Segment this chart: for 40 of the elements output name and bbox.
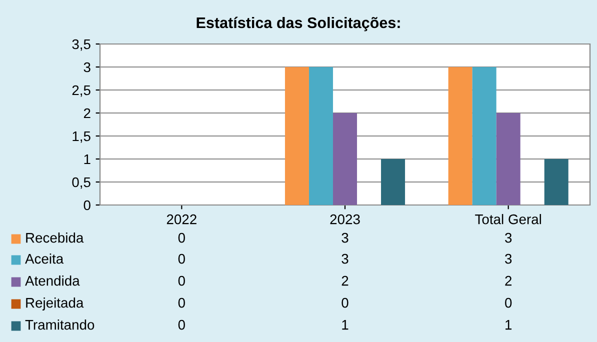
data-label: 0 [178, 298, 185, 308]
legend-label: Tramitando [25, 320, 94, 330]
data-label: 3 [505, 254, 512, 264]
data-label: 0 [178, 320, 185, 330]
data-label: 3 [505, 232, 512, 243]
bar [544, 159, 568, 205]
data-label: 0 [342, 298, 348, 308]
bar [448, 67, 472, 205]
x-tick-label: 2022 [166, 214, 196, 224]
y-tick-label: 0,5 [72, 177, 90, 189]
bar [332, 113, 358, 205]
bar [381, 159, 406, 205]
data-label: 0 [178, 232, 185, 243]
x-tick-label: 2023 [330, 214, 360, 224]
bar [472, 67, 496, 205]
y-tick-label: 1 [84, 154, 90, 164]
y-tick-label: 2,5 [72, 85, 90, 97]
x-tick-label: Total Geral [475, 214, 541, 224]
data-label: 3 [342, 254, 348, 264]
data-label: 1 [342, 320, 348, 330]
data-label: 2 [505, 276, 512, 286]
legend-label: Rejeitada [26, 298, 84, 310]
y-tick-label: 3,5 [72, 39, 90, 51]
y-tick-label: 2 [84, 108, 90, 118]
data-label: 2 [342, 276, 348, 286]
legend-label: Recebida [26, 232, 84, 243]
y-tick-label: 0 [84, 200, 90, 210]
data-label: 1 [506, 320, 512, 330]
bar [496, 113, 520, 205]
y-tick-label: 1,5 [72, 131, 90, 143]
legend-label: Aceita [25, 254, 64, 264]
data-label: 0 [178, 276, 185, 286]
data-label: 0 [505, 298, 512, 308]
bar [284, 67, 309, 205]
bar [308, 67, 333, 205]
chart-title: Estatística das Solicitações: [196, 16, 400, 32]
data-label: 3 [342, 232, 348, 243]
data-label: 0 [178, 254, 185, 264]
legend-label: Atendida [25, 276, 80, 286]
y-tick-label: 3 [84, 62, 90, 72]
